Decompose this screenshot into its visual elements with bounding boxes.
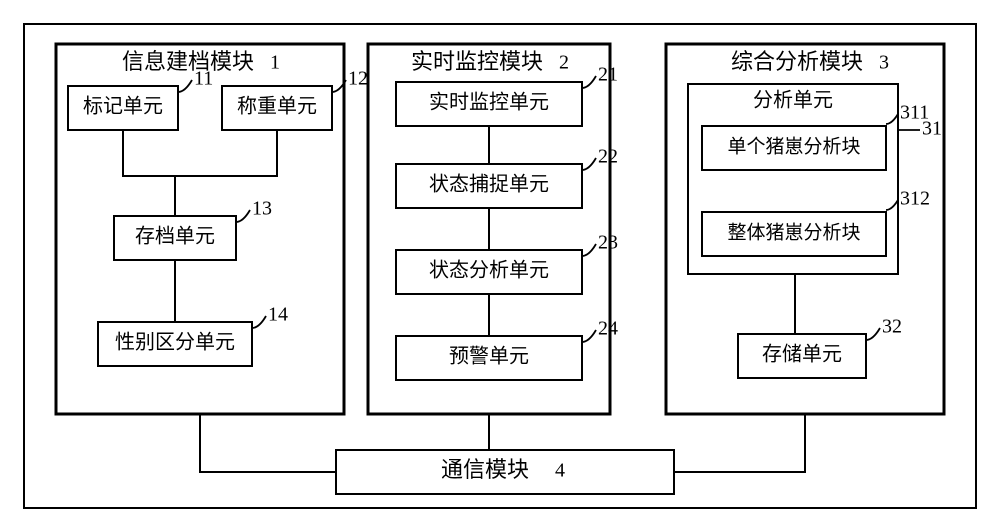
lead-num-12: 12 (348, 68, 368, 90)
lead-line (886, 114, 898, 124)
unit-12-label: 称重单元 (237, 95, 317, 118)
connector (200, 414, 336, 472)
lead-line (582, 158, 596, 170)
unit-23-label: 状态分析单元 (429, 259, 549, 282)
lead-num-22: 22 (598, 146, 618, 168)
lead-num-24: 24 (598, 318, 618, 340)
lead-line (582, 330, 596, 342)
lead-num-32: 32 (882, 316, 902, 338)
unit-24-label: 预警单元 (449, 345, 529, 368)
lead-num-311: 311 (900, 102, 929, 124)
unit-31-label: 分析单元 (753, 89, 833, 112)
module-4-title: 通信模块 (441, 457, 529, 482)
lead-line (582, 76, 596, 88)
lead-line (886, 200, 898, 210)
unit-32-label: 存储单元 (762, 343, 842, 366)
module-4-num: 4 (555, 460, 565, 482)
lead-line (236, 210, 250, 222)
lead-line (178, 80, 192, 92)
unit-14-label: 性别区分单元 (115, 331, 235, 354)
unit-21-label: 实时监控单元 (429, 91, 549, 114)
connector (123, 130, 175, 216)
unit-13-label: 存档单元 (135, 225, 215, 248)
module-2-title: 实时监控模块 (411, 49, 543, 74)
module-2-num: 2 (559, 52, 569, 74)
lead-num-23: 23 (598, 232, 618, 254)
lead-line (252, 316, 266, 328)
connector (175, 130, 277, 176)
subunit-312-label: 整体猪崽分析块 (727, 221, 860, 243)
unit-22-label: 状态捕捉单元 (429, 173, 549, 196)
unit-11-label: 标记单元 (83, 95, 163, 118)
connector (674, 414, 805, 472)
subunit-311-label: 单个猪崽分析块 (727, 135, 860, 157)
lead-line (866, 328, 880, 340)
module-3-num: 3 (879, 52, 889, 74)
lead-line (582, 244, 596, 256)
lead-num-21: 21 (598, 64, 618, 86)
lead-num-312: 312 (900, 188, 930, 210)
lead-num-13: 13 (252, 198, 272, 220)
unit-31-box (688, 84, 898, 274)
lead-num-14: 14 (268, 304, 288, 326)
module-1-title: 信息建档模块 (122, 49, 254, 74)
module-1-num: 1 (270, 52, 280, 74)
module-3-title: 综合分析模块 (731, 49, 863, 74)
lead-num-11: 11 (194, 68, 213, 90)
